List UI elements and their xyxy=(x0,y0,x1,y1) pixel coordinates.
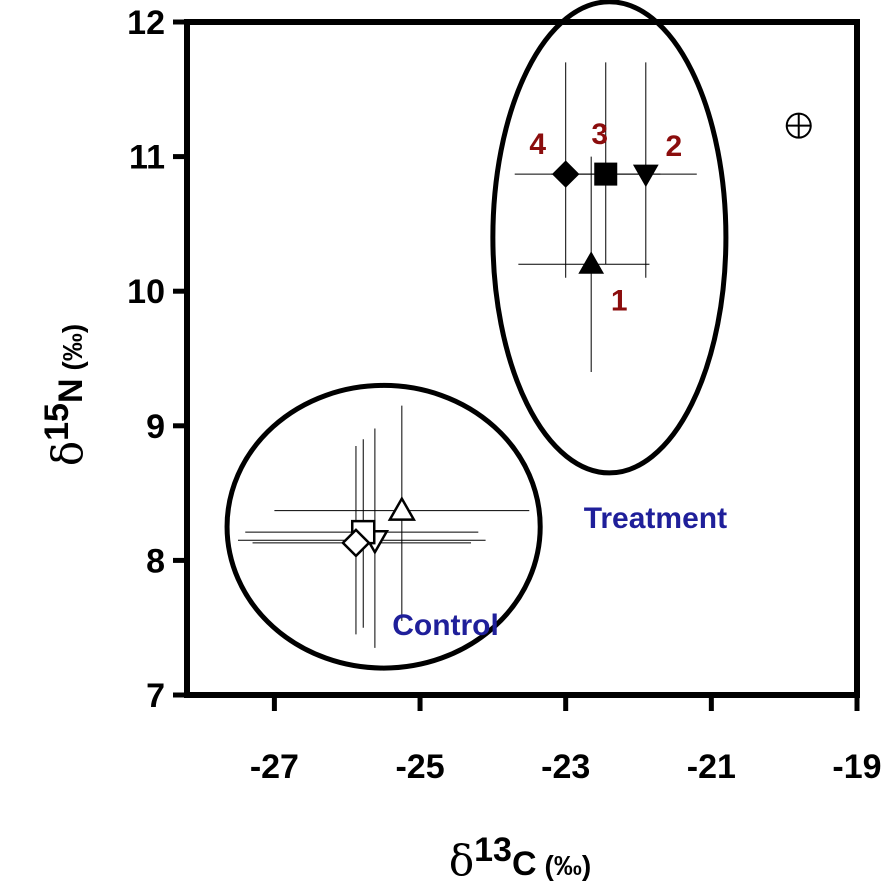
x-axis-title: δ13C (‰) xyxy=(449,831,591,885)
y-tick-label-10: 10 xyxy=(127,273,165,311)
marker-labels: Treatment Control 1 2 3 4 xyxy=(392,118,727,642)
x-tick-label--27: -27 xyxy=(250,748,299,786)
treatment-label: Treatment xyxy=(584,502,727,535)
circle-cross-icon xyxy=(785,112,812,139)
x-tick-label--19: -19 xyxy=(832,748,881,786)
x-axis-sup: 13 xyxy=(474,831,512,869)
treatment-4-diamond-marker xyxy=(551,160,580,188)
treatment-1-triangle-up-marker xyxy=(578,251,605,274)
treatment-2-triangle-down-marker xyxy=(632,164,659,188)
control-4-diamond-marker xyxy=(341,528,371,558)
y-axis-unit: (‰) xyxy=(57,324,88,371)
control-label: Control xyxy=(392,609,499,642)
error-bars xyxy=(237,62,697,648)
x-tick-label--21: -21 xyxy=(687,748,736,786)
y-tick-label-12: 12 xyxy=(127,4,165,42)
plot-border xyxy=(184,19,860,698)
plot-frame xyxy=(184,19,860,698)
y-tick-label-8: 8 xyxy=(146,542,165,580)
control-1-triangle-up-marker xyxy=(387,496,416,521)
treatment-3-label: 3 xyxy=(591,118,608,151)
treatment-2-label: 2 xyxy=(665,130,682,163)
x-axis-unit: (‰) xyxy=(545,850,592,881)
y-tick-label-11: 11 xyxy=(129,139,165,177)
group-ellipses xyxy=(224,0,729,671)
control-ellipse xyxy=(224,382,543,671)
treatment-4-label: 4 xyxy=(529,128,546,161)
y-axis-title: δ15N (‰) xyxy=(38,324,92,466)
y-axis-element: N xyxy=(52,378,90,403)
y-axis-sup: 15 xyxy=(38,403,76,441)
x-axis-element: C xyxy=(512,845,537,883)
y-tick-label-7: 7 xyxy=(146,677,165,715)
y-axis-symbol: δ xyxy=(43,441,92,466)
treatment-ellipse xyxy=(490,0,729,476)
treatment-3-square-marker xyxy=(594,162,618,186)
axis-ticks xyxy=(173,19,860,711)
treatment-1-label: 1 xyxy=(611,284,628,317)
data-markers xyxy=(341,112,812,558)
y-tick-label-9: 9 xyxy=(146,408,165,446)
x-axis-symbol: δ xyxy=(449,836,474,885)
x-tick-label--23: -23 xyxy=(541,748,590,786)
x-tick-label--25: -25 xyxy=(395,748,444,786)
